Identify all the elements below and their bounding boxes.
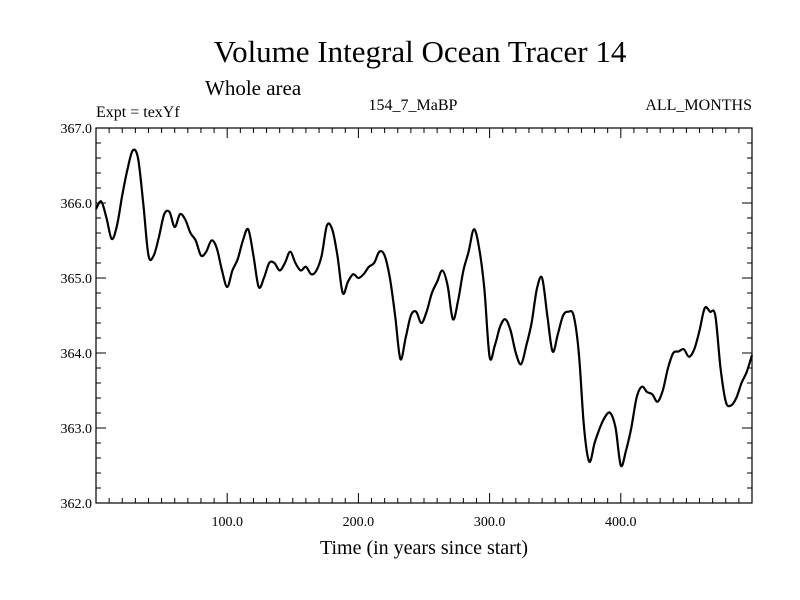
y-tick-labels: 362.0 363.0 364.0 365.0 366.0 367.0 bbox=[61, 122, 93, 512]
chart-title: Volume Integral Ocean Tracer 14 bbox=[214, 34, 627, 69]
months-label: ALL_MONTHS bbox=[645, 97, 752, 114]
y-tick-label: 364.0 bbox=[61, 347, 93, 362]
x-axis-label: Time (in years since start) bbox=[320, 537, 528, 559]
run-label: 154_7_MaBP bbox=[369, 97, 458, 114]
x-tick-label: 400.0 bbox=[605, 515, 637, 530]
experiment-label: Expt = texYf bbox=[96, 104, 180, 121]
chart-subtitle: Whole area bbox=[205, 76, 302, 100]
y-tick-label: 367.0 bbox=[61, 122, 93, 137]
plot-frame bbox=[95, 127, 753, 504]
x-tick-label: 200.0 bbox=[343, 515, 375, 530]
y-tick-label: 363.0 bbox=[61, 422, 93, 437]
y-tick-label: 366.0 bbox=[61, 197, 93, 212]
y-tick-label: 362.0 bbox=[61, 497, 93, 512]
x-tick-labels: 100.0 200.0 300.0 400.0 bbox=[211, 515, 636, 530]
x-tick-label: 300.0 bbox=[474, 515, 506, 530]
tick-marks bbox=[96, 128, 752, 503]
y-tick-label: 365.0 bbox=[61, 272, 93, 287]
x-tick-label: 100.0 bbox=[211, 515, 243, 530]
series-line bbox=[95, 148, 754, 468]
